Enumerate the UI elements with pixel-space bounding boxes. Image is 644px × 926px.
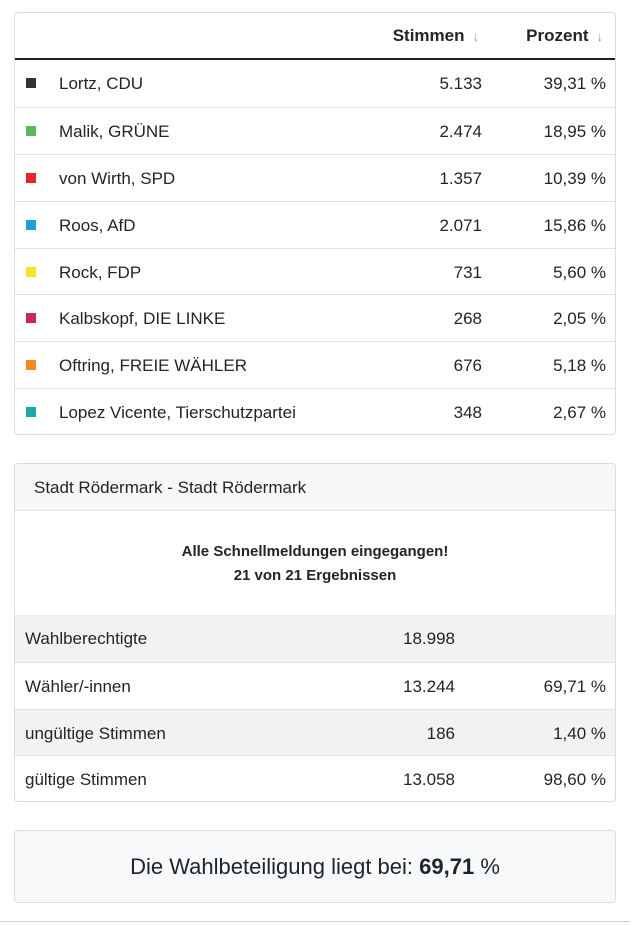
sort-votes-header[interactable]: Stimmen ↓ <box>393 26 479 46</box>
candidate-name: von Wirth, SPD <box>59 168 176 188</box>
party-color-swatch <box>26 172 36 183</box>
results-table-header: Stimmen ↓ Prozent ↓ <box>15 13 615 60</box>
table-row: Rock, FDP 731 5,60 % <box>15 247 615 295</box>
results-table: Stimmen ↓ Prozent ↓ Lortz, CDU 5.133 39,… <box>14 12 616 435</box>
stat-row-invalid: ungültige Stimmen 186 1,40 % <box>15 708 615 756</box>
stat-row-valid: gültige Stimmen 13.058 98,60 % <box>15 755 615 801</box>
candidate-votes: 2.474 <box>439 121 482 141</box>
candidate-percent: 5,60 % <box>553 262 606 282</box>
candidate-percent: 15,86 % <box>543 215 606 235</box>
table-row: Lortz, CDU 5.133 39,31 % <box>15 60 615 107</box>
stat-value: 13.058 <box>403 770 455 790</box>
party-color-swatch <box>26 407 36 418</box>
stat-label: Wahlberechtigte <box>25 629 148 648</box>
candidate-name: Malik, GRÜNE <box>59 121 170 141</box>
table-row: von Wirth, SPD 1.357 10,39 % <box>15 153 615 201</box>
table-row: Kalbskopf, DIE LINKE 268 2,05 % <box>15 294 615 341</box>
candidate-name: Oftring, FREIE WÄHLER <box>59 356 247 376</box>
table-row: Lopez Vicente, Tierschutzpartei 348 2,67… <box>15 388 615 434</box>
turnout-unit: % <box>480 854 500 879</box>
stat-value: 13.244 <box>403 676 455 696</box>
stat-value: 18.998 <box>403 629 455 648</box>
candidate-percent: 10,39 % <box>543 168 606 188</box>
candidate-name: Lopez Vicente, Tierschutzpartei <box>59 403 296 423</box>
table-row: Roos, AfD 2.071 15,86 % <box>15 200 615 248</box>
stat-row-eligible: Wahlberechtigte 18.998 <box>15 615 615 662</box>
party-color-swatch <box>26 360 36 371</box>
candidate-name: Roos, AfD <box>59 215 136 235</box>
party-color-swatch <box>26 219 36 230</box>
votes-header-label: Stimmen <box>392 26 465 45</box>
stat-row-voters: Wähler/-innen 13.244 69,71 % <box>15 661 615 709</box>
party-color-swatch <box>26 313 36 324</box>
candidate-votes: 268 <box>453 309 482 329</box>
candidate-name: Kalbskopf, DIE LINKE <box>59 309 226 329</box>
party-color-swatch <box>26 78 36 88</box>
summary-title: Stadt Rödermark - Stadt Rödermark <box>15 464 615 511</box>
results-rows: Lortz, CDU 5.133 39,31 % Malik, GRÜNE 2.… <box>15 60 615 434</box>
summary-stats: Wahlberechtigte 18.998 Wähler/-innen 13.… <box>15 615 615 801</box>
turnout-value: 69,71 <box>419 854 475 879</box>
candidate-percent: 2,05 % <box>553 309 606 329</box>
stat-label: Wähler/-innen <box>25 676 131 696</box>
stat-percent: 1,40 % <box>553 723 606 743</box>
candidate-name: Lortz, CDU <box>59 74 144 93</box>
reporting-status: Alle Schnellmeldungen eingegangen! 21 vo… <box>15 511 615 615</box>
stat-percent: 69,71 % <box>543 676 606 696</box>
candidate-percent: 39,31 % <box>543 74 606 93</box>
party-color-swatch <box>26 266 36 277</box>
candidate-votes: 676 <box>453 356 482 376</box>
reporting-status-line1: Alle Schnellmeldungen eingegangen! <box>181 543 449 560</box>
turnout-banner: Die Wahlbeteiligung liegt bei: 69,71 % <box>14 830 616 903</box>
candidate-votes: 5.133 <box>439 74 482 93</box>
candidate-votes: 2.071 <box>439 215 482 235</box>
municipality-summary: Stadt Rödermark - Stadt Rödermark Alle S… <box>14 463 616 802</box>
candidate-percent: 2,67 % <box>553 403 606 423</box>
stat-value: 186 <box>426 723 455 743</box>
divider <box>0 921 630 922</box>
candidate-votes: 1.357 <box>439 168 482 188</box>
reporting-status-line2: 21 von 21 Ergebnissen <box>233 567 397 584</box>
candidate-votes: 348 <box>453 403 482 423</box>
stat-label: gültige Stimmen <box>25 770 147 790</box>
sort-down-arrow-icon: ↓ <box>472 28 480 44</box>
candidate-percent: 18,95 % <box>543 121 606 141</box>
stat-percent: 98,60 % <box>543 770 606 790</box>
candidate-votes: 731 <box>453 262 482 282</box>
sort-down-arrow-icon: ↓ <box>596 28 604 44</box>
candidate-name: Rock, FDP <box>59 262 142 282</box>
turnout-prefix: Die Wahlbeteiligung liegt bei: <box>130 854 414 879</box>
candidate-percent: 5,18 % <box>553 356 606 376</box>
sort-percent-header[interactable]: Prozent ↓ <box>526 26 603 46</box>
table-row: Oftring, FREIE WÄHLER 676 5,18 % <box>15 341 615 388</box>
stat-label: ungültige Stimmen <box>25 723 166 743</box>
percent-header-label: Prozent <box>526 26 589 45</box>
table-row: Malik, GRÜNE 2.474 18,95 % <box>15 106 615 154</box>
party-color-swatch <box>26 125 36 136</box>
